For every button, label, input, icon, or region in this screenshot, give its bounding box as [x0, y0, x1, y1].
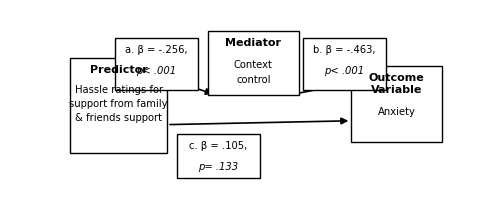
- Text: Outcome
Variable: Outcome Variable: [369, 72, 424, 95]
- FancyBboxPatch shape: [115, 39, 198, 90]
- FancyBboxPatch shape: [208, 32, 299, 95]
- Text: p< .001: p< .001: [136, 65, 176, 75]
- FancyBboxPatch shape: [177, 134, 260, 178]
- Text: c. β = .105,: c. β = .105,: [190, 141, 248, 151]
- Text: b. β = -.463,: b. β = -.463,: [313, 45, 376, 55]
- Text: a. β = -.256,: a. β = -.256,: [125, 45, 188, 55]
- Text: p< .001: p< .001: [324, 65, 364, 75]
- Text: Mediator: Mediator: [226, 38, 281, 48]
- Text: Context
control: Context control: [234, 60, 273, 84]
- Text: Anxiety: Anxiety: [378, 107, 416, 117]
- FancyBboxPatch shape: [351, 67, 442, 142]
- Text: Predictor: Predictor: [90, 64, 148, 74]
- Text: Hassle ratings for
support from family
& friends support: Hassle ratings for support from family &…: [70, 85, 168, 123]
- Text: p= .133: p= .133: [198, 161, 238, 171]
- FancyBboxPatch shape: [303, 39, 386, 90]
- FancyBboxPatch shape: [70, 59, 167, 153]
